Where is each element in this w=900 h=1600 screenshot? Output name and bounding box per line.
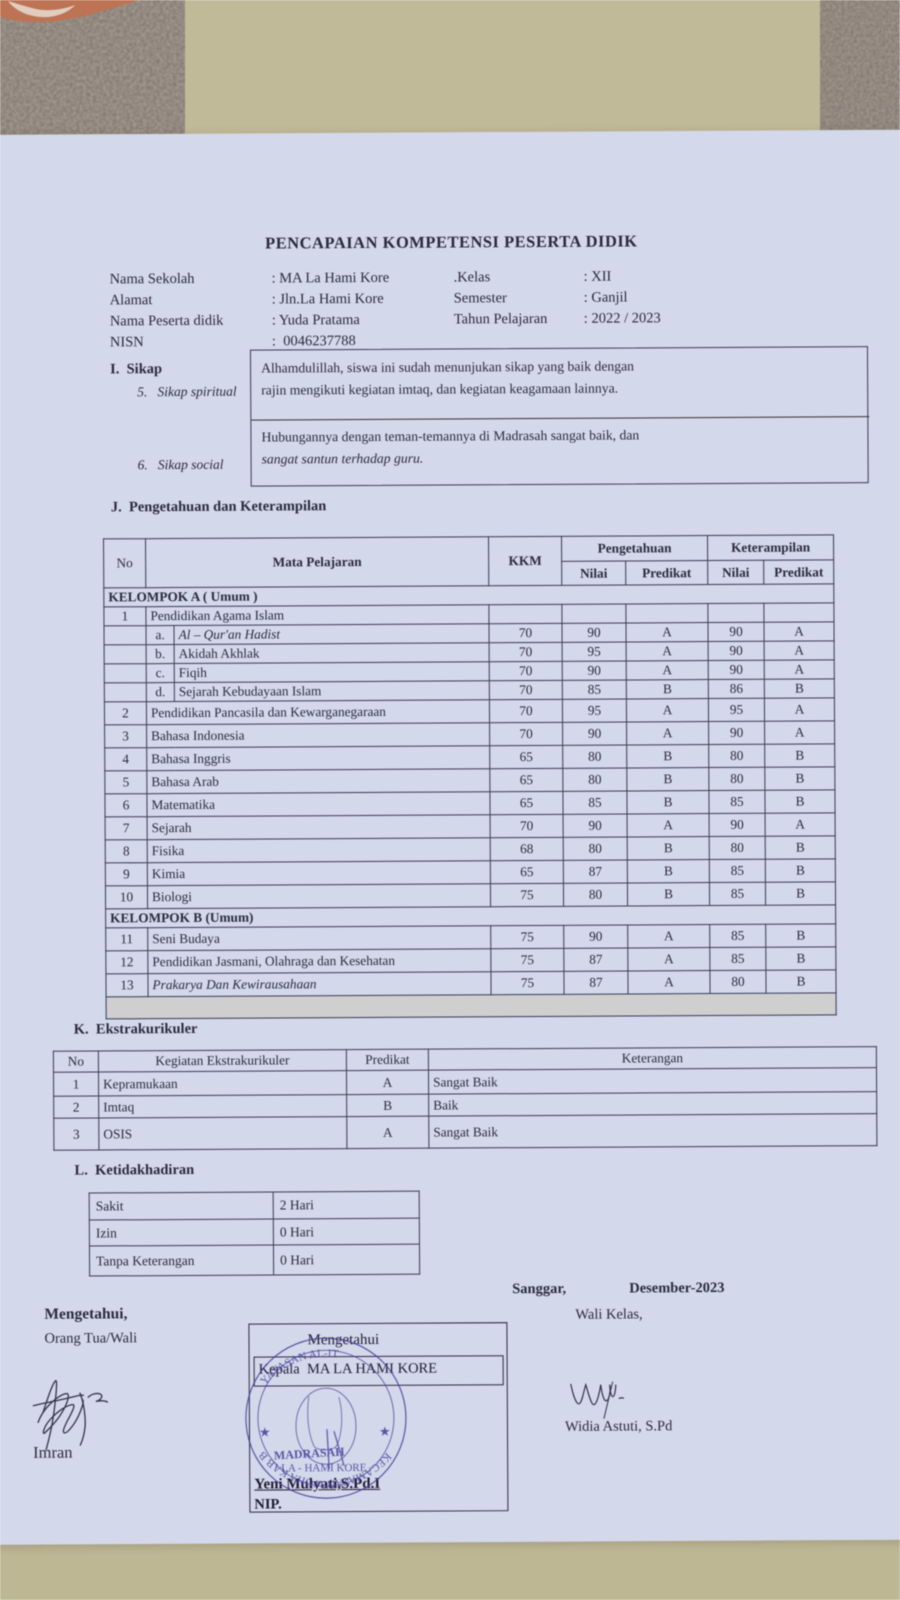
svg-text:★: ★ [379, 1424, 391, 1439]
svg-text:YAYASAN AL-IT: YAYASAN AL-IT [258, 1348, 339, 1388]
svg-text:★: ★ [259, 1425, 271, 1440]
svg-text:LA - HAMI KORE: LA - HAMI KORE [281, 1462, 367, 1474]
svg-text:MADRASAH: MADRASAH [274, 1444, 346, 1462]
